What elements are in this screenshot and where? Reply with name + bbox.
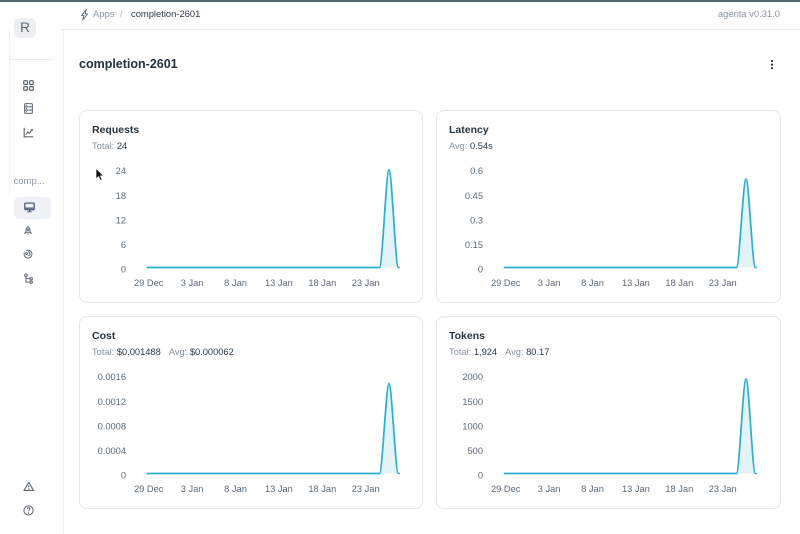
svg-text:0: 0 — [478, 265, 483, 275]
svg-text:24: 24 — [116, 166, 126, 176]
svg-text:29 Dec: 29 Dec — [491, 484, 521, 494]
svg-text:0.15: 0.15 — [465, 240, 483, 250]
svg-text:23 Jan: 23 Jan — [352, 484, 380, 494]
svg-text:2000: 2000 — [462, 372, 483, 382]
svg-text:0: 0 — [121, 265, 126, 275]
svg-text:500: 500 — [467, 446, 483, 456]
svg-text:8 Jan: 8 Jan — [224, 278, 247, 288]
svg-text:6: 6 — [121, 240, 126, 250]
svg-text:1500: 1500 — [462, 397, 483, 407]
svg-text:13 Jan: 13 Jan — [265, 278, 293, 288]
svg-text:18 Jan: 18 Jan — [308, 278, 336, 288]
svg-text:0.0004: 0.0004 — [98, 446, 126, 456]
svg-text:18 Jan: 18 Jan — [665, 278, 693, 288]
svg-text:13 Jan: 13 Jan — [622, 484, 650, 494]
svg-text:0.3: 0.3 — [470, 215, 483, 225]
svg-text:29 Dec: 29 Dec — [491, 278, 521, 288]
svg-text:3 Jan: 3 Jan — [538, 484, 561, 494]
svg-text:13 Jan: 13 Jan — [265, 484, 293, 494]
svg-text:29 Dec: 29 Dec — [134, 278, 164, 288]
svg-text:3 Jan: 3 Jan — [538, 278, 561, 288]
svg-text:8 Jan: 8 Jan — [581, 484, 604, 494]
svg-text:29 Dec: 29 Dec — [134, 484, 164, 494]
svg-text:18: 18 — [116, 191, 126, 201]
svg-text:18 Jan: 18 Jan — [308, 484, 336, 494]
svg-text:0: 0 — [121, 471, 126, 481]
svg-text:23 Jan: 23 Jan — [709, 278, 737, 288]
svg-text:0: 0 — [478, 471, 483, 481]
svg-text:0.0008: 0.0008 — [98, 421, 126, 431]
svg-text:0.0012: 0.0012 — [98, 397, 126, 407]
svg-text:0.0016: 0.0016 — [98, 372, 126, 382]
svg-text:23 Jan: 23 Jan — [709, 484, 737, 494]
svg-text:0.6: 0.6 — [470, 166, 483, 176]
svg-text:23 Jan: 23 Jan — [352, 278, 380, 288]
svg-text:0.45: 0.45 — [465, 191, 483, 201]
svg-text:12: 12 — [116, 215, 126, 225]
svg-text:8 Jan: 8 Jan — [581, 278, 604, 288]
svg-text:8 Jan: 8 Jan — [224, 484, 247, 494]
svg-text:3 Jan: 3 Jan — [181, 484, 204, 494]
svg-text:3 Jan: 3 Jan — [181, 278, 204, 288]
svg-text:1000: 1000 — [462, 421, 483, 431]
svg-text:13 Jan: 13 Jan — [622, 278, 650, 288]
svg-text:18 Jan: 18 Jan — [665, 484, 693, 494]
